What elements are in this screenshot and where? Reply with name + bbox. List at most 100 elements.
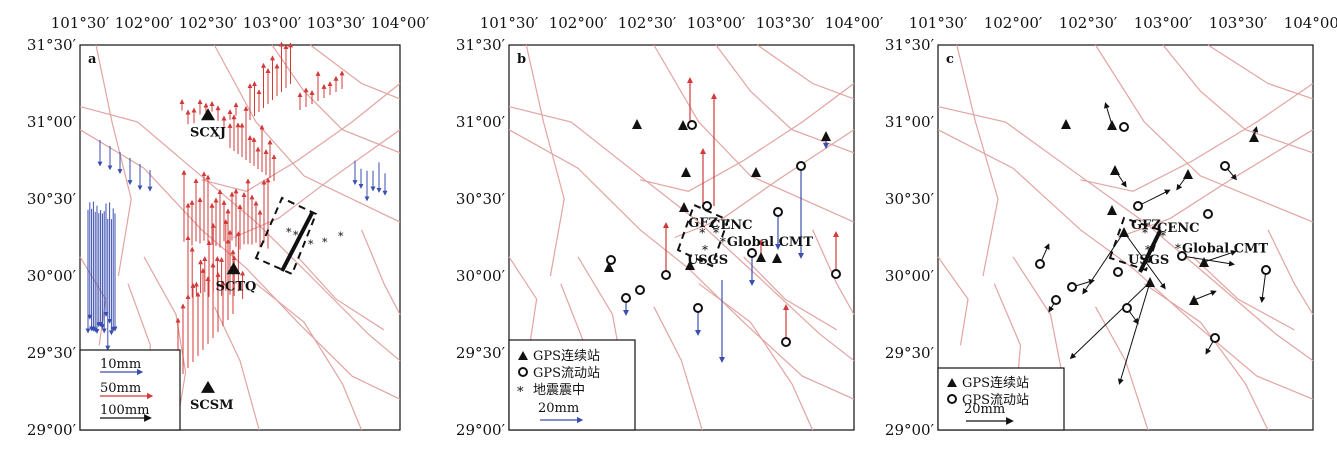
fault-line [508,256,538,346]
fault-line [1117,129,1314,239]
star-icon: * [517,385,524,400]
gps-continuous-triangle-icon [1119,227,1129,237]
y-tick-label: 31°00′ [27,113,77,131]
gps-continuous-triangle-icon [1107,120,1117,130]
fault-line [201,83,401,192]
legend-a-100mm: 100mm [100,403,149,418]
fault-line [715,44,855,154]
fault-line [271,44,401,154]
fault-lines [937,44,1314,431]
y-tick-label: 29°00′ [27,421,77,439]
gps-continuous-triangle-icon [1249,132,1259,142]
triangle-icon [947,378,957,387]
gps-campaign-circle-icon [1113,267,1123,277]
epicenter-star-icon: * [1175,241,1181,255]
source-label: USGS [1128,253,1169,268]
fault-line [937,129,1314,400]
fault-line [1162,44,1314,154]
svg-text:*: * [308,238,314,251]
fault-line [255,283,363,431]
gps-campaign-circle-icon [1035,259,1045,269]
y-tick-label: 30°30′ [27,190,77,208]
horizontal-vector [1181,255,1235,267]
svg-text:*: * [293,229,299,242]
station-label: SCSM [190,398,234,413]
gps-campaign-circle-icon [702,201,712,211]
legend-b: GPS连续站 GPS流动站 * 地震震中 20mm [508,339,636,431]
source-label: Global CMT [727,235,813,250]
epicenter-star-icon: * [713,226,719,240]
legend-c-20mm: 20mm [964,402,1005,417]
gps-campaign-circle-icon [1051,295,1061,305]
horizontal-vector [1069,281,1151,360]
fault-line [508,106,855,362]
gps-continuous-triangle-icon [681,167,691,177]
y-tick-label: 31°30′ [885,36,935,54]
svg-text:*: * [286,226,292,239]
fault-line [1192,256,1295,331]
gps-campaign-circle-icon [1119,122,1129,132]
gps-campaign-circle-icon [796,161,806,171]
station-triangle-icon [226,262,241,275]
gps-campaign-circle-icon [1203,209,1213,219]
fault-line [1143,283,1269,431]
panel-a: * * * * * SCXJ SCTQ SCSM a 10mm 50mm 100mm [79,41,401,431]
gps-continuous-triangle-icon [1183,169,1193,179]
panel-a-letter: a [88,52,97,67]
gps-continuous-triangle-icon [1110,165,1120,175]
epicenter-star-icon: * [1142,226,1148,240]
gps-continuous-triangle-icon [821,131,831,141]
source-label: Global CMT [1182,241,1268,256]
panel-b-letter: b [517,52,526,67]
fault-line [937,256,969,346]
gps-campaign-circle-icon [1122,303,1132,313]
station-label: SCTQ [216,279,257,294]
fault-line [743,256,838,331]
gps-continuous-triangle-icon [751,167,761,177]
fault-line [1094,44,1314,223]
panel-c-letter: c [946,52,954,67]
gps-campaign-circle-icon [773,207,783,217]
y-tick-label: 29°00′ [456,421,506,439]
y-tick-label: 29°30′ [885,344,935,362]
x-tick-label: 102°00′ [984,14,1043,32]
x-tick-label: 102°30′ [618,14,677,32]
gps-continuous-triangle-icon [604,262,614,272]
svg-text:*: * [322,236,328,249]
gps-continuous-triangle-icon [1199,257,1209,267]
panel-b: *GFZ*CENC*USGS* Global CMT b GPS连续站 GPS流动… [508,44,855,431]
x-tick-label: 102°30′ [1059,14,1118,32]
y-tick-label: 29°30′ [456,344,506,362]
legend-a-50mm: 50mm [100,381,141,396]
gps-continuous-triangle-icon [772,253,782,263]
svg-text:*: * [338,230,344,243]
gps-campaign-circle-icon [635,285,645,295]
legend-c: GPS连续站 GPS流动站 20mm [937,367,1065,431]
circle-icon [518,367,528,377]
x-tick-label: 101°30′ [909,14,968,32]
station-label: SCXJ [190,125,226,140]
gps-campaign-circle-icon [1133,201,1143,211]
legend-c-continuous: GPS连续站 [962,375,1029,391]
x-tick-label: 104°00′ [371,14,430,32]
epicenter-star-icon: * [1145,243,1151,257]
legend-b-continuous: GPS连续站 [533,348,600,364]
x-tick-label: 103°00′ [243,14,302,32]
fault-line [937,106,1314,362]
gps-campaign-circle-icon [781,337,791,347]
x-tick-label: 103°00′ [1134,14,1193,32]
fault-line [698,283,814,431]
epicenter-star-icon: * [702,243,708,257]
x-tick-label: 102°30′ [179,14,238,32]
fault-line [639,83,855,192]
legend-a-10mm: 10mm [100,357,141,372]
horizontal-vector [1259,269,1267,303]
fault-line [1267,229,1314,315]
y-tick-label: 30°30′ [885,190,935,208]
gps-continuous-triangle-icon [1189,295,1199,305]
source-label: GFZ [688,216,718,231]
horizontal-vector [1193,290,1217,301]
gps-continuous-triangle-icon [679,202,689,212]
triangle-icon [518,351,528,360]
rupture-model [676,203,730,268]
